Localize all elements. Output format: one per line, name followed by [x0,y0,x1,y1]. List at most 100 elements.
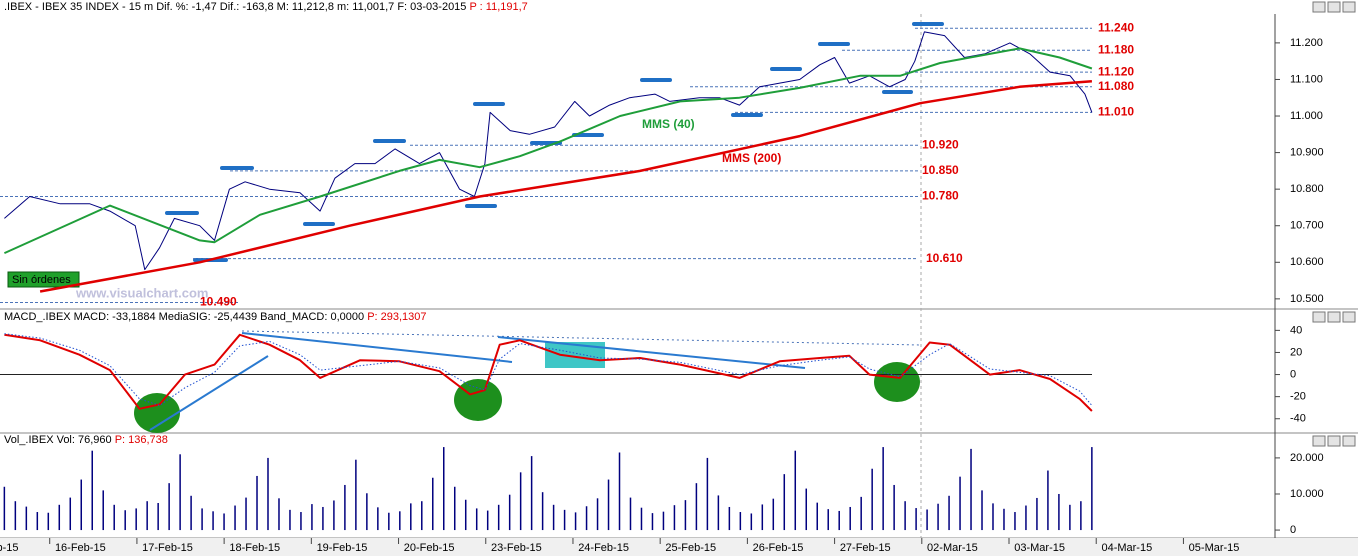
volume-bar [530,456,533,531]
window-button[interactable] [1312,435,1326,447]
window-button[interactable] [1342,435,1356,447]
volume-bar [992,503,994,531]
volume-bar [1036,497,1038,531]
window-button[interactable] [1342,311,1356,323]
volume-bar [871,468,873,531]
volume-bar [640,507,643,531]
volume-bar [1025,505,1027,531]
volume-header: Vol_.IBEX Vol: 76,960 P: 136,738 [4,434,168,446]
volume-bar [882,447,884,531]
volume-bar [36,512,39,531]
level-label: 10.490 [200,295,237,309]
orders-box[interactable] [7,271,80,288]
x-tick-label: 18-Feb-15 [229,542,280,554]
header-text: .IBEX - IBEX 35 INDEX - 15 m Dif. %: -1,… [4,1,466,13]
orders-label[interactable]: Sin órdenes [12,274,71,286]
volume-bar [25,506,28,531]
window-button[interactable] [1312,1,1326,13]
volume-bar [761,504,764,531]
series-line [4,31,1093,271]
y-tick-label: 10.800 [1290,183,1324,195]
watermark: www.visualchart.com [75,285,208,300]
volume-bar [695,483,698,531]
volume-bar [377,507,379,531]
volume-bar [388,512,390,531]
y-tick-label: 20.000 [1290,452,1324,464]
volume-bar [662,511,665,531]
window-button[interactable] [1342,1,1356,13]
y-tick-label: 11.000 [1290,110,1323,122]
volume-bar [443,447,445,531]
volume-bar [497,504,500,531]
series-line [3,47,1093,255]
volume-bar [464,499,467,531]
volume-bar [552,504,555,531]
y-tick-label: -40 [1290,413,1306,425]
y-tick-label: 0 [1290,368,1296,380]
window-button[interactable] [1327,311,1341,323]
level-label: 10.920 [922,137,959,151]
volume-bar [311,504,313,531]
volume-bar [256,475,258,531]
volume-bar [1091,447,1093,531]
volume-bar [783,474,786,531]
header-price: P : 11,191,7 [469,1,527,13]
level-label: 11.120 [1098,64,1134,78]
volume-bar [300,512,302,531]
x-tick-label: 26-Feb-15 [753,542,804,554]
window-button[interactable] [1312,311,1326,323]
volume-bar [893,484,895,531]
series-name: MMS (200) [722,151,781,165]
level-label: 10.850 [922,163,959,177]
x-tick-label: 25-Feb-15 [665,542,716,554]
volume-bar [91,450,93,531]
volume-bar [618,452,621,531]
volume-bar [102,490,104,531]
volume-bar [135,508,137,531]
volume-bar [355,459,357,531]
window-button[interactable] [1327,1,1341,13]
volume-bar [794,450,797,531]
x-tick-label: 20-Feb-15 [404,542,455,554]
volume-bar [706,457,709,531]
volume-bar [1069,504,1071,531]
volume-bar [816,502,818,531]
x-tick-label: 16-Feb-15 [55,542,106,554]
volume-bar [596,498,599,531]
y-tick-label: 10.000 [1290,488,1324,500]
x-tick-label: 02-Mar-15 [927,542,978,554]
y-tick-label: 10.500 [1290,293,1324,305]
volume-bar [432,477,434,531]
volume-bar [673,505,676,531]
volume-bar [519,472,522,531]
volume-bar [772,498,775,531]
volume-bar [212,511,214,531]
header-price: P: 136,738 [115,434,168,446]
volume-bar [168,483,170,531]
y-tick-label: 40 [1290,324,1302,336]
volume-bar [1047,470,1049,531]
macd-annotations [134,330,921,433]
volume-bar [563,509,566,531]
volume-bar [970,448,972,531]
x-tick-label: 24-Feb-15 [578,542,629,554]
x-tick-label: 19-Feb-15 [317,542,368,554]
volume-bar [838,510,840,531]
volume-bar [684,500,687,531]
volume-bar [937,503,939,531]
level-label: 11.180 [1098,42,1134,56]
volume-bar [124,510,126,531]
volume-bar [827,509,829,531]
volume-bar [278,498,280,531]
volume-bar [728,506,731,531]
series-line [4,333,1093,412]
window-button[interactable] [1327,435,1341,447]
x-tick-label: 23-Feb-15 [491,542,542,554]
series-line [4,333,1093,406]
x-tick-label: b-15 [0,542,19,554]
volume-bar [805,488,808,531]
y-tick-label: 10.600 [1290,256,1324,268]
volume-bar [223,513,225,531]
